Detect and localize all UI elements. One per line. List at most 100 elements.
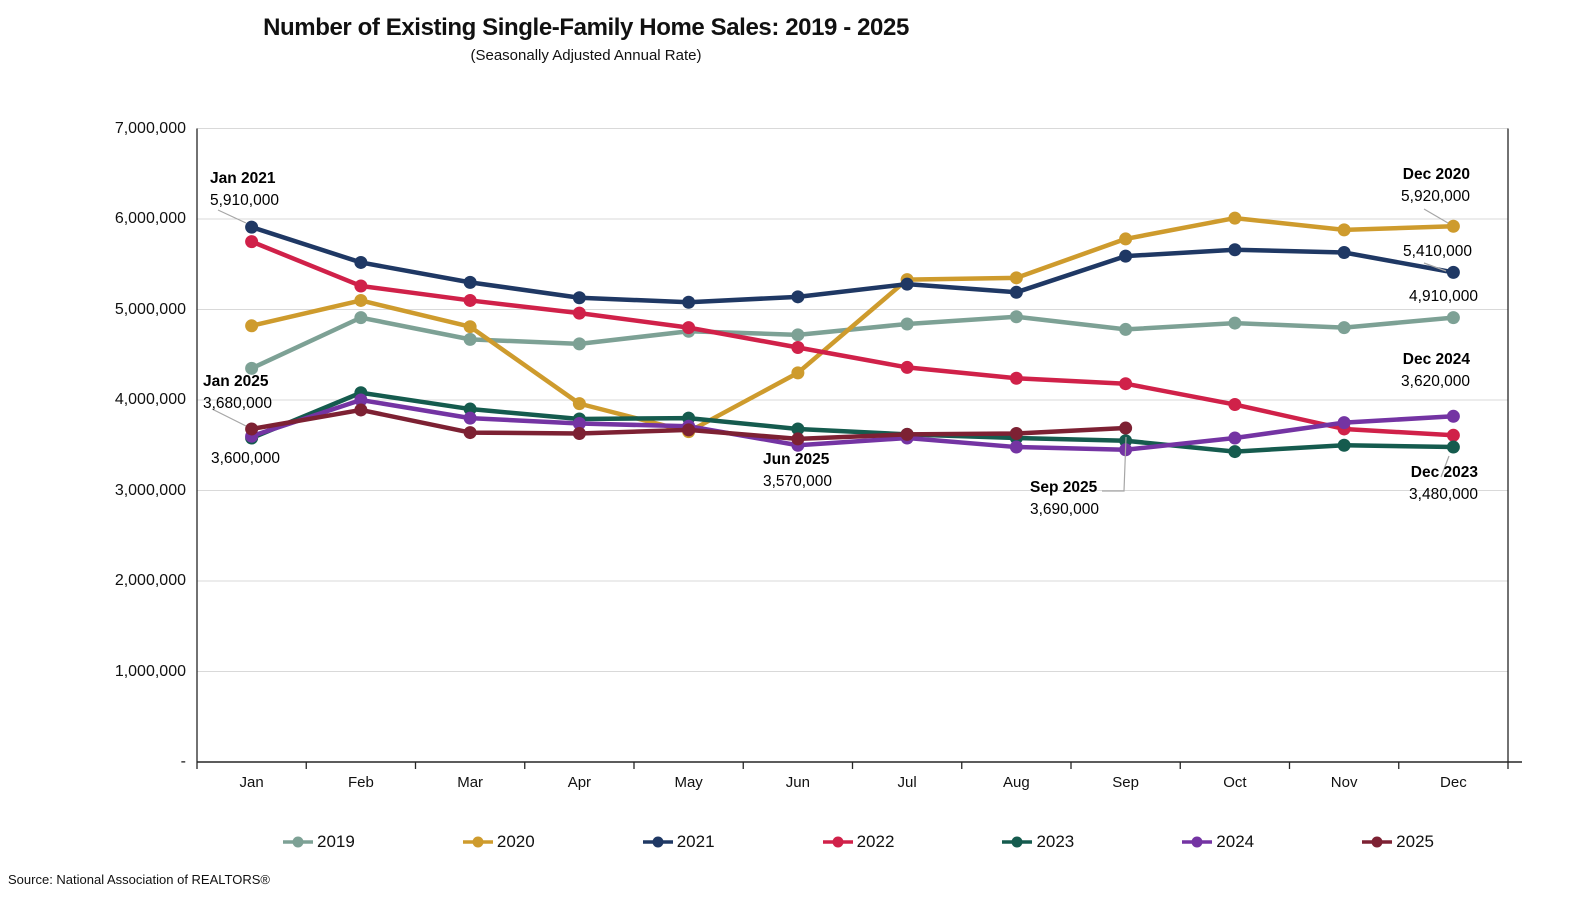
y-tick-label: 6,000,000	[114, 210, 186, 227]
legend-marker-2025	[1362, 836, 1393, 848]
series-dot-2024-Mar	[463, 411, 477, 425]
series-dot-2025-Jun	[791, 432, 805, 446]
series-dot-2024-Nov	[1337, 416, 1351, 430]
annotation-value: 3,620,000	[1401, 373, 1470, 390]
series-dot-2020-Apr	[572, 397, 586, 411]
annotation-sep-2025: Sep 2025 3,690,000	[1030, 477, 1099, 521]
series-dot-2025-Aug	[1009, 426, 1023, 440]
series-dot-2020-Dec	[1446, 219, 1460, 233]
annotation-value: 5,920,000	[1401, 188, 1470, 205]
legend-item-2019: 2019	[282, 832, 355, 852]
series-dot-2022-Feb	[354, 279, 368, 293]
legend-marker-2021	[642, 836, 673, 848]
annotation-value: 3,680,000	[203, 395, 272, 412]
series-dot-2019-Feb	[354, 311, 368, 325]
legend-item-2023: 2023	[1001, 832, 1074, 852]
legend-marker-2024	[1182, 836, 1213, 848]
annotation-4-910-000: 4,910,000	[1409, 286, 1478, 308]
chart-title: Number of Existing Single-Family Home Sa…	[263, 14, 909, 41]
series-dot-2021-Sep	[1119, 249, 1133, 263]
annotation-label: Jan 2025	[203, 373, 269, 390]
series-dot-2019-Jun	[791, 328, 805, 342]
series-dot-2019-Jan	[245, 361, 259, 375]
annotation-5-410-000: 5,410,000	[1403, 241, 1472, 263]
legend-label-2023: 2023	[1036, 832, 1075, 851]
y-tick-label: 2,000,000	[114, 572, 186, 589]
series-dot-2022-Apr	[572, 306, 586, 320]
annotation-leader	[211, 408, 247, 427]
x-tick-label-Apr: Apr	[567, 774, 592, 791]
series-dot-2021-Apr	[572, 291, 586, 305]
series-dot-2021-Jun	[791, 290, 805, 304]
series-dot-2020-Mar	[463, 320, 477, 334]
series-dot-2020-Feb	[354, 293, 368, 307]
series-dot-2023-Jun	[791, 422, 805, 436]
series-dot-2025-Mar	[463, 426, 477, 440]
chart-subtitle: (Seasonally Adjusted Annual Rate)	[470, 47, 702, 64]
source-note: Source: National Association of REALTORS…	[8, 872, 270, 887]
y-tick-label: 3,000,000	[114, 481, 186, 499]
series-dot-2020-Sep	[1119, 232, 1133, 246]
annotation-value: 3,690,000	[1030, 501, 1099, 518]
x-tick-label-Sep: Sep	[1112, 774, 1139, 791]
x-tick-label-Nov: Nov	[1330, 774, 1358, 791]
series-dot-2024-Feb	[354, 393, 368, 407]
x-tick-label-Jan: Jan	[239, 774, 264, 791]
annotation-jan-2021: Jan 2021 5,910,000	[210, 168, 279, 212]
annotation-dec-2020: Dec 2020 5,920,000	[1401, 164, 1470, 208]
y-tick-label: -	[180, 753, 186, 770]
legend-item-2020: 2020	[462, 832, 535, 852]
series-line-2024	[249, 397, 1456, 453]
annotation-label: Jun 2025	[763, 451, 830, 468]
series-dot-2021-Feb	[354, 255, 368, 269]
series-dot-2020-Nov	[1337, 223, 1351, 237]
series-dot-2022-Jun	[791, 341, 805, 355]
series-dot-2025-Feb	[354, 403, 368, 417]
series-line-2022	[249, 239, 1456, 438]
annotation-label: Dec 2020	[1402, 166, 1470, 183]
series-dot-2019-Jul	[900, 317, 914, 331]
series-dot-2019-Aug	[1009, 310, 1023, 324]
series-dot-2019-Oct	[1228, 316, 1242, 330]
series-dot-2025-Jan	[245, 422, 259, 436]
annotation-jan-2025: Jan 2025 3,680,000	[203, 371, 272, 415]
annotation-value: 5,910,000	[210, 192, 279, 209]
series-dot-2024-Oct	[1228, 431, 1242, 445]
legend-marker-2019	[283, 836, 313, 848]
series-dot-2019-Apr	[572, 337, 586, 351]
chart-header: Number of Existing Single-Family Home Sa…	[0, 14, 1172, 64]
legend: 2019 2020 2021 2022 2023 2024 2025	[282, 832, 1434, 852]
series-dot-2019-Sep	[1119, 322, 1133, 336]
series-dot-2024-Aug	[1009, 440, 1023, 454]
series-dot-2021-Jan	[245, 220, 259, 234]
series-dot-2020-Oct	[1228, 211, 1242, 225]
series-dot-2020-Aug	[1009, 271, 1023, 285]
series-dot-2022-Sep	[1119, 377, 1133, 391]
series-line-2019	[249, 314, 1456, 371]
series-dot-2021-Mar	[463, 275, 477, 289]
legend-marker-2020	[462, 836, 493, 848]
x-tick-label-Jun: Jun	[785, 774, 810, 791]
series-dot-2022-Jan	[245, 235, 259, 249]
legend-item-2024: 2024	[1181, 832, 1254, 852]
y-tick-label: 5,000,000	[114, 300, 186, 318]
legend-label-2021: 2021	[676, 832, 715, 851]
legend-item-2022: 2022	[822, 832, 895, 852]
annotation-jun-2025: Jun 2025 3,570,000	[763, 449, 832, 493]
x-tick-label-May: May	[674, 774, 703, 791]
annotation-value: 3,570,000	[763, 473, 832, 490]
series-dot-2021-Nov	[1337, 245, 1351, 259]
series-line-2023	[249, 390, 1456, 454]
y-tick-label: 4,000,000	[114, 391, 186, 408]
legend-label-2022: 2022	[856, 832, 895, 851]
legend-label-2019: 2019	[317, 832, 355, 851]
annotation-label: Sep 2025	[1030, 479, 1098, 496]
series-dot-2019-Mar	[463, 332, 477, 346]
y-tick-label: 7,000,000	[114, 119, 186, 137]
series-dot-2023-Oct	[1228, 445, 1242, 459]
series-dot-2019-Nov	[1337, 321, 1351, 335]
series-dot-2023-Dec	[1446, 440, 1460, 454]
series-dot-2021-Jul	[900, 277, 914, 291]
series-dot-2021-Oct	[1228, 243, 1242, 257]
